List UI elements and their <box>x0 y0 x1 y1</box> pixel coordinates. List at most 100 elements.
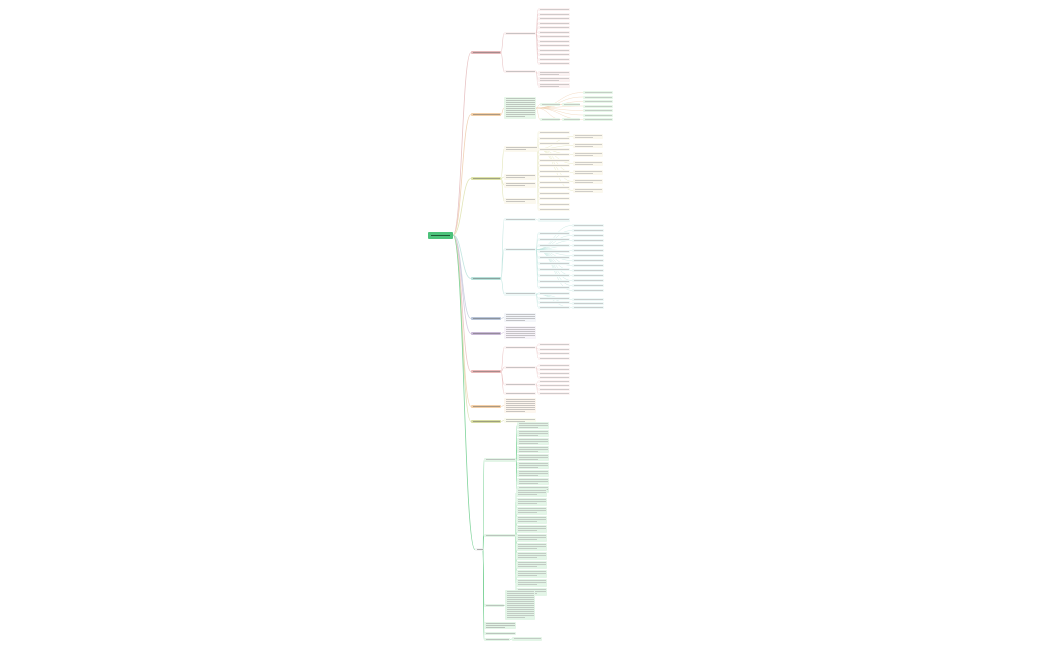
leaf-node[interactable] <box>573 170 603 175</box>
leaf-node[interactable] <box>538 62 570 65</box>
leaf-node[interactable] <box>538 136 570 140</box>
subtopic-node[interactable] <box>504 182 536 188</box>
leaf-node[interactable] <box>517 454 549 461</box>
leaf-node[interactable] <box>538 202 570 206</box>
leaf-node[interactable] <box>538 12 570 16</box>
leaf-node[interactable] <box>538 238 570 241</box>
subtopic-node[interactable] <box>484 622 516 629</box>
leaf-node[interactable] <box>538 232 570 235</box>
leaf-node[interactable] <box>538 131 570 134</box>
leaf-node[interactable] <box>538 77 570 82</box>
leaf-node[interactable] <box>583 91 613 94</box>
leaf-node[interactable] <box>505 590 535 620</box>
branch-node[interactable] <box>471 420 501 423</box>
leaf-node[interactable] <box>572 259 604 262</box>
leaf-node[interactable] <box>572 306 604 309</box>
subtopic-node[interactable] <box>504 418 536 423</box>
subtopic-node[interactable] <box>504 174 536 180</box>
branch-node[interactable] <box>471 177 501 180</box>
leaf-node[interactable] <box>538 57 570 61</box>
leaf-node[interactable] <box>516 570 547 578</box>
subtopic-node[interactable] <box>484 534 516 537</box>
subtopic-node[interactable] <box>504 198 536 204</box>
leaf-node[interactable] <box>517 446 549 453</box>
subtopic-node[interactable] <box>504 248 536 251</box>
leaf-node[interactable] <box>516 561 547 569</box>
leaf-node[interactable] <box>516 507 547 515</box>
leaf-node[interactable] <box>538 352 570 355</box>
leaf-node[interactable] <box>583 100 613 103</box>
leaf-node[interactable] <box>572 264 604 267</box>
leaf-node[interactable] <box>516 552 547 560</box>
leaf-node[interactable] <box>538 21 570 25</box>
leaf-node[interactable] <box>538 44 570 47</box>
leaf-node[interactable] <box>538 286 570 289</box>
leaf-node[interactable] <box>562 118 580 121</box>
leaf-node[interactable] <box>572 254 604 257</box>
branch-node[interactable] <box>471 370 501 373</box>
leaf-node[interactable] <box>572 289 604 292</box>
leaf-node[interactable] <box>540 103 560 106</box>
leaf-node[interactable] <box>538 343 570 346</box>
leaf-node[interactable] <box>572 284 604 287</box>
subtopic-node[interactable] <box>504 326 536 339</box>
leaf-node[interactable] <box>538 368 570 371</box>
leaf-node[interactable] <box>516 516 547 524</box>
leaf-node[interactable] <box>538 147 570 151</box>
leaf-node[interactable] <box>516 579 547 587</box>
leaf-node[interactable] <box>538 83 570 88</box>
leaf-node[interactable] <box>538 292 570 295</box>
leaf-node[interactable] <box>572 302 604 305</box>
leaf-node[interactable] <box>538 376 570 379</box>
leaf-node[interactable] <box>573 143 603 148</box>
subtopic-node[interactable] <box>484 638 510 641</box>
leaf-node[interactable] <box>538 17 570 20</box>
leaf-node[interactable] <box>517 422 549 429</box>
subtopic-node[interactable] <box>504 366 536 369</box>
leaf-node[interactable] <box>583 113 613 117</box>
leaf-node[interactable] <box>516 498 547 506</box>
branch-node[interactable] <box>471 113 501 116</box>
leaf-node[interactable] <box>540 118 560 121</box>
leaf-node[interactable] <box>583 118 613 121</box>
leaf-node[interactable] <box>538 356 570 360</box>
leaf-node[interactable] <box>538 280 570 283</box>
leaf-node[interactable] <box>517 430 549 437</box>
leaf-node[interactable] <box>517 470 549 477</box>
leaf-node[interactable] <box>538 262 570 265</box>
subtopic-node[interactable] <box>484 632 516 635</box>
leaf-node[interactable] <box>572 239 604 242</box>
leaf-node[interactable] <box>572 224 604 227</box>
leaf-node[interactable] <box>538 169 570 173</box>
branch-node[interactable] <box>471 51 501 54</box>
leaf-node[interactable] <box>572 298 604 301</box>
branch-node[interactable] <box>471 317 501 320</box>
leaf-node[interactable] <box>572 249 604 252</box>
leaf-node[interactable] <box>516 525 547 533</box>
leaf-node[interactable] <box>516 534 547 542</box>
leaf-node[interactable] <box>517 438 549 445</box>
leaf-node[interactable] <box>583 104 613 108</box>
leaf-node[interactable] <box>538 39 570 43</box>
root-node[interactable] <box>428 232 453 239</box>
leaf-node[interactable] <box>562 103 580 106</box>
subtopic-node[interactable] <box>504 346 536 349</box>
leaf-node[interactable] <box>538 30 570 34</box>
subtopic-node[interactable] <box>504 392 536 395</box>
leaf-node[interactable] <box>538 380 570 383</box>
branch-node[interactable] <box>471 332 501 335</box>
leaf-node[interactable] <box>573 161 603 166</box>
leaf-node[interactable] <box>538 392 570 395</box>
leaf-node[interactable] <box>538 347 570 351</box>
leaf-node[interactable] <box>573 179 603 184</box>
leaf-node[interactable] <box>512 637 542 641</box>
subtopic-node[interactable] <box>504 70 536 73</box>
subtopic-node[interactable] <box>484 604 504 607</box>
leaf-node[interactable] <box>538 372 570 375</box>
leaf-node[interactable] <box>538 180 570 184</box>
leaf-node[interactable] <box>573 188 603 193</box>
leaf-node[interactable] <box>517 478 549 485</box>
subtopic-node[interactable] <box>504 292 536 296</box>
leaf-node[interactable] <box>572 274 604 277</box>
leaf-node[interactable] <box>572 244 604 247</box>
